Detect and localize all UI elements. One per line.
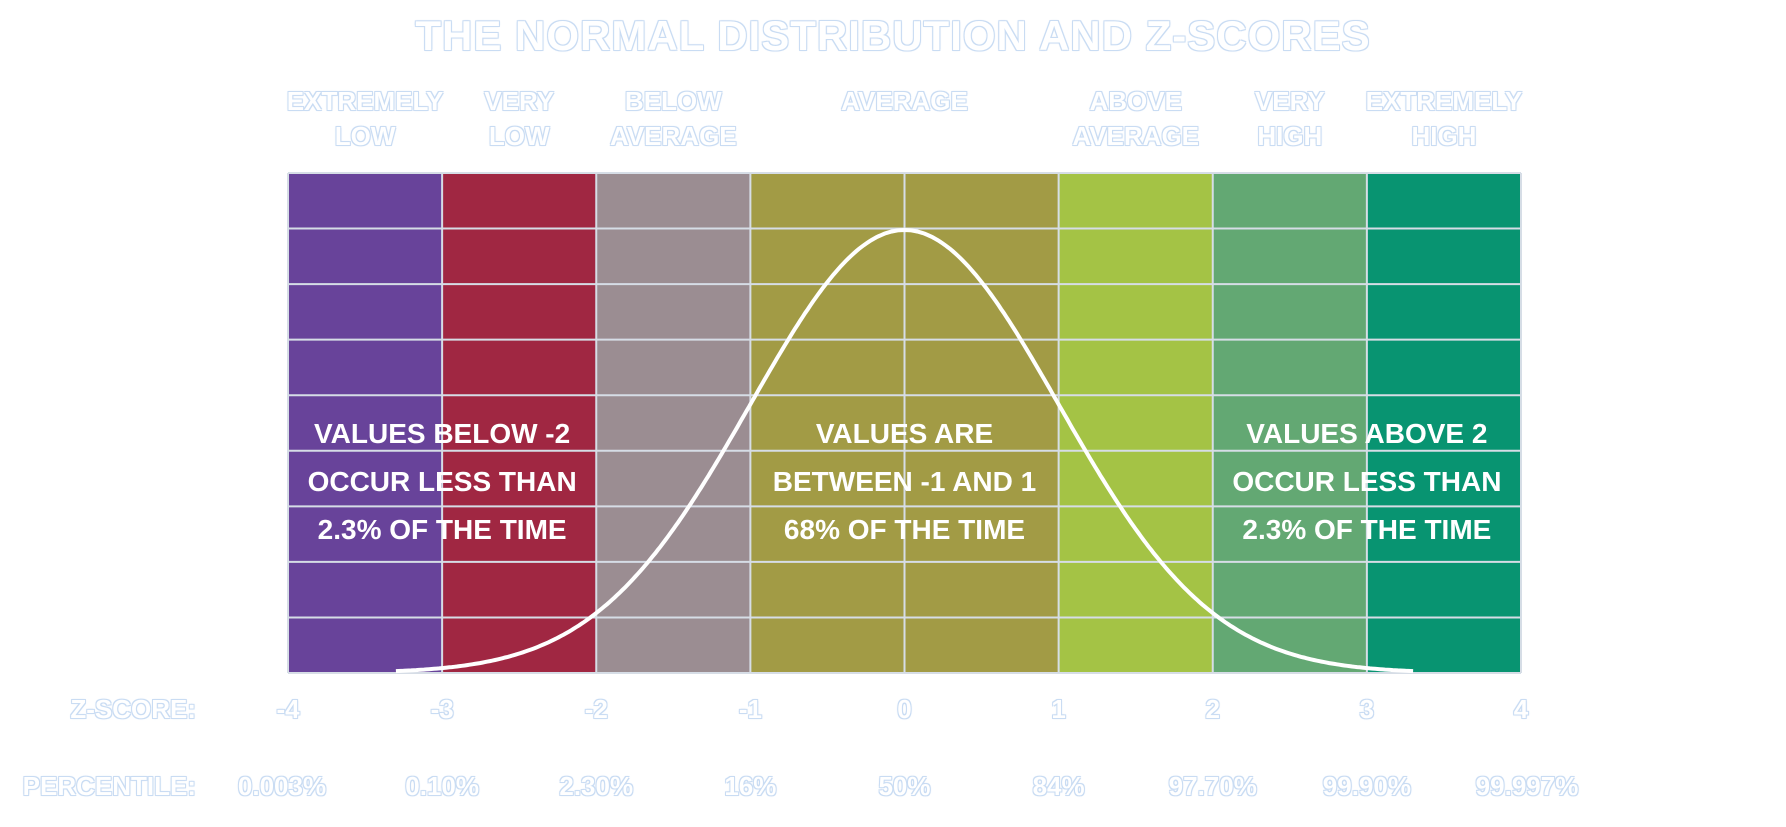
percentile-label: 99.997% <box>1475 771 1579 801</box>
category-label-0: EXTREMELY LOW <box>286 86 444 151</box>
annotation-line: OCCUR LESS THAN <box>307 466 577 497</box>
annotation-1: VALUES ARE BETWEEN -1 AND 1 68% OF THE TIM… <box>740 410 1070 554</box>
percentile-label: 0.10% <box>405 771 479 801</box>
z-tick-label: -2 <box>584 694 608 724</box>
annotation-line: 2.3% OF THE TIME <box>1242 514 1492 545</box>
normal-curve <box>395 227 1414 674</box>
band-5 <box>1212 173 1367 673</box>
percentile-label: 99.90% <box>1322 771 1411 801</box>
band-6 <box>1366 173 1521 673</box>
percentile-label: 50% <box>878 771 931 801</box>
annotation-line: VALUES ABOVE 2 <box>1246 418 1488 449</box>
annotation-2: VALUES ABOVE 2 OCCUR LESS THAN 2.3% OF THE… <box>1202 410 1532 554</box>
z-tick-label: -4 <box>276 694 300 724</box>
z-tick-label: -3 <box>430 694 454 724</box>
z-tick-label: -1 <box>738 694 762 724</box>
category-label-5: VERY HIGH <box>1254 86 1325 151</box>
z-tick-label: 3 <box>1359 694 1375 724</box>
category-label-2: BELOW AVERAGE <box>609 86 737 151</box>
category-label-4: ABOVE AVERAGE <box>1072 86 1200 151</box>
annotation-line: 2.3% OF THE TIME <box>317 514 567 545</box>
annotation-line: VALUES ARE <box>815 418 994 449</box>
percentile-label: 16% <box>724 771 777 801</box>
percentile-label: 84% <box>1032 771 1085 801</box>
category-label-6: EXTREMELY HIGH <box>1365 86 1523 151</box>
annotation-0: VALUES BELOW -2 OCCUR LESS THAN 2.3% OF TH… <box>277 410 607 554</box>
category-label-3: AVERAGE <box>841 86 968 116</box>
percentile-label: 97.70% <box>1168 771 1257 801</box>
z-score-row-label: Z-SCORE: <box>70 694 196 724</box>
category-label-1: VERY LOW <box>484 86 555 151</box>
annotation-line: VALUES BELOW -2 <box>314 418 571 449</box>
z-tick-label: 1 <box>1051 694 1066 724</box>
band-4 <box>1058 173 1213 673</box>
band-0 <box>288 173 443 673</box>
percentile-label: 2.30% <box>559 771 634 801</box>
z-tick-label: 2 <box>1205 694 1220 724</box>
band-1 <box>442 173 597 673</box>
annotation-line: BETWEEN -1 AND 1 <box>772 466 1037 497</box>
z-tick-label: 0 <box>897 694 912 724</box>
z-tick-label: 4 <box>1513 694 1529 724</box>
percentile-row-label: PERCENTILE: <box>22 771 196 801</box>
annotation-line: OCCUR LESS THAN <box>1232 466 1502 497</box>
band-2 <box>596 173 751 673</box>
percentile-label: 0.003% <box>237 771 327 801</box>
chart-title: THE NORMAL DISTRIBUTION AND Z-SCORES <box>415 12 1371 59</box>
annotation-line: 68% OF THE TIME <box>783 514 1026 545</box>
